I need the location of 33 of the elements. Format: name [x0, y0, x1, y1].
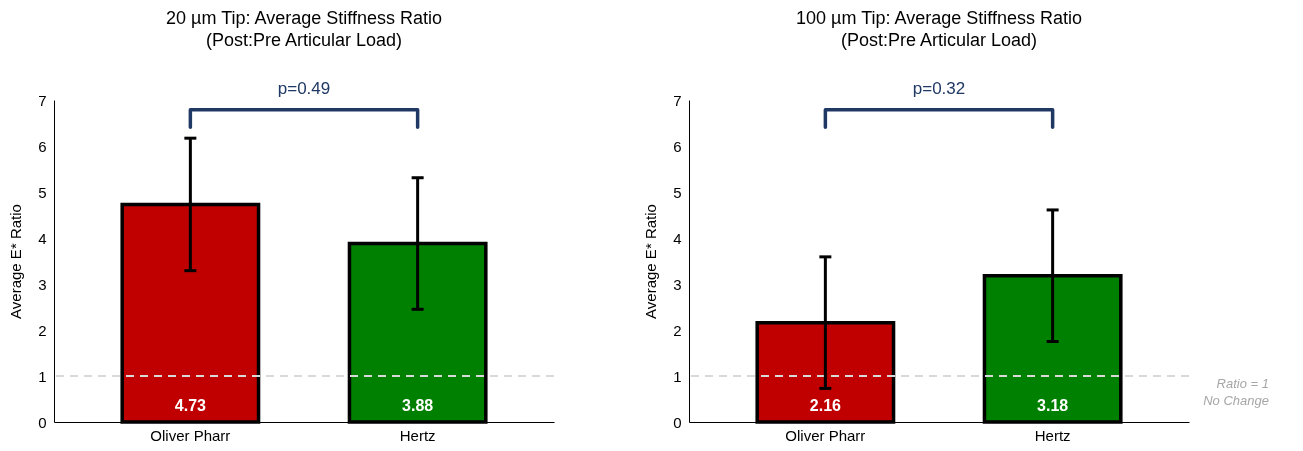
data-label: 3.88 — [402, 397, 434, 414]
y-tick-label: 5 — [38, 183, 47, 201]
text: p=0.49 — [277, 79, 331, 98]
y-tick-label: 6 — [38, 137, 47, 155]
y-tick-label: 4 — [673, 229, 682, 247]
chart-subtitle: (Post:Pre Articular Load) — [840, 30, 1038, 50]
text: p=0.32 — [912, 79, 966, 98]
y-tick-label: 0 — [38, 413, 47, 431]
chart-subtitle: (Post:Pre Articular Load) — [205, 30, 403, 50]
y-tick-label: 7 — [38, 91, 47, 109]
x-tick-label: Oliver Pharr — [785, 426, 866, 444]
chart-title: 100 µm Tip: Average Stiffness Ratio — [796, 8, 1082, 28]
y-tick-label: 3 — [38, 275, 47, 293]
y-tick-label: 2 — [38, 321, 47, 339]
y-tick-label: 2 — [673, 321, 682, 339]
y-tick-label: 1 — [38, 367, 47, 385]
data-label: 3.18 — [1037, 397, 1069, 414]
chart-title: 20 µm Tip: Average Stiffness Ratio — [166, 8, 442, 28]
data-label: 4.73 — [174, 397, 207, 414]
y-tick-label: 5 — [673, 183, 682, 201]
data-label: 2.16 — [809, 397, 842, 414]
y-tick-label: 1 — [673, 367, 682, 385]
y-tick-label: 4 — [38, 229, 47, 247]
y-tick-label: 7 — [673, 91, 682, 109]
y-tick-label: 6 — [673, 137, 682, 155]
x-tick-label: Hertz — [1034, 426, 1071, 444]
y-tick-label: 0 — [673, 413, 682, 431]
ref-line-label: Ratio = 1 No Change — [1203, 376, 1269, 408]
y-axis-title: Average E* Ratio — [7, 204, 25, 319]
y-axis-title: Average E* Ratio — [642, 204, 660, 319]
x-tick-label: Oliver Pharr — [150, 426, 231, 444]
y-tick-label: 3 — [673, 275, 682, 293]
x-tick-label: Hertz — [399, 426, 436, 444]
